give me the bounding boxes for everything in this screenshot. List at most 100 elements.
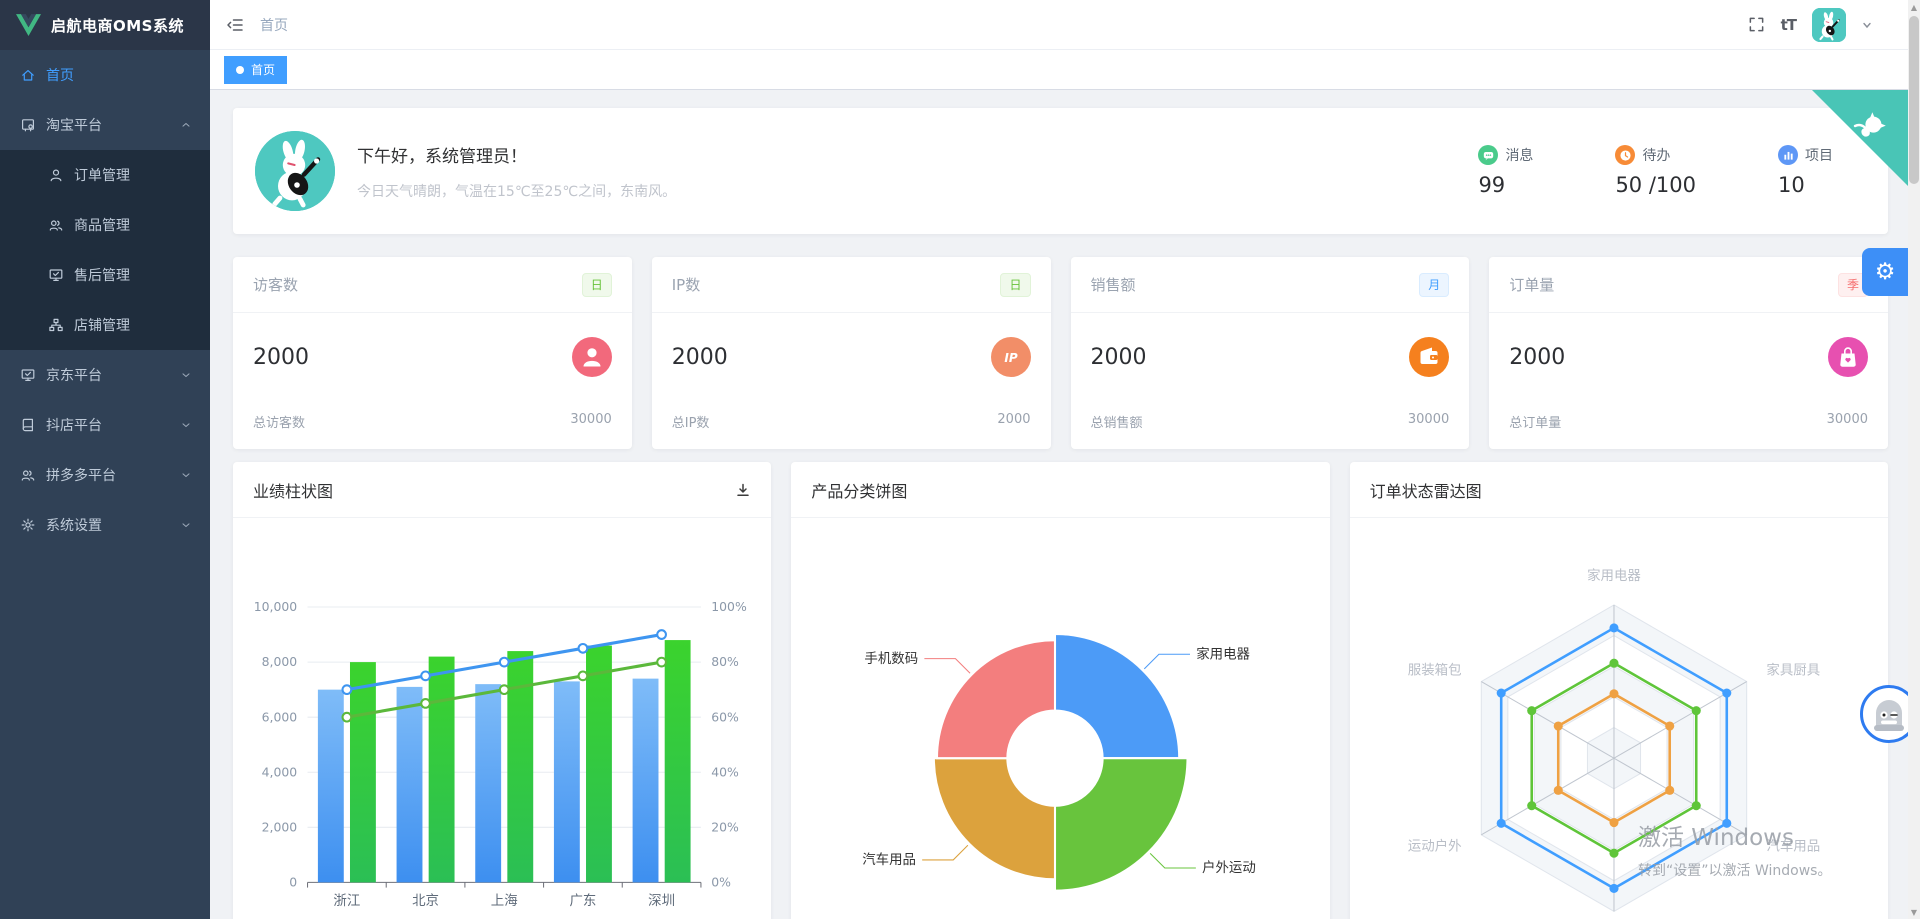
- stat-card-1: IP数 日 2000 IP 总IP数 2000: [651, 257, 1051, 449]
- chevron-down-icon: [180, 519, 192, 531]
- svg-text:20%: 20%: [711, 819, 739, 834]
- period-badge: 日: [581, 272, 612, 297]
- stat-card-header: 订单量季: [1489, 257, 1888, 313]
- stat-card-label: 销售额: [1090, 276, 1136, 294]
- svg-text:100%: 100%: [711, 599, 747, 614]
- radar-chart: 家用电器家具厨具汽车用品手机数码运动户外服装箱包: [1350, 518, 1888, 919]
- sidebar-item-group-1[interactable]: 淘宝平台: [0, 100, 210, 150]
- sidebar: 启航电商OMS系统 首页淘宝平台订单管理 商品管理 售后管理店铺管理京东平台 抖店平台…: [0, 0, 210, 919]
- stat-card-value: 2000: [1509, 344, 1566, 370]
- page-content: 下午好，系统管理员！ 今日天气晴朗，气温在15℃至25℃之间，东南风。 消息 99…: [210, 90, 1920, 919]
- svg-text:上海: 上海: [491, 893, 518, 909]
- svg-text:服装箱包: 服装箱包: [1407, 662, 1461, 678]
- system-settings-icon: [20, 517, 36, 533]
- stat-card-label: 订单量: [1509, 276, 1555, 294]
- sidebar-menu: 首页淘宝平台订单管理 商品管理 售后管理店铺管理京东平台 抖店平台 拼多多平台系统设置: [0, 50, 210, 550]
- sidebar-item-group-4[interactable]: 拼多多平台: [0, 450, 210, 500]
- pie-chart-header: 产品分类饼图: [791, 462, 1330, 518]
- chevron-down-icon: [180, 419, 192, 431]
- visitor-person-icon: [571, 337, 612, 377]
- svg-text:汽车用品: 汽车用品: [1766, 837, 1820, 854]
- chevron-up-icon: [180, 119, 192, 131]
- svg-text:运动户外: 运动户外: [1407, 837, 1461, 854]
- user-avatar[interactable]: [1812, 7, 1846, 42]
- tab-label: 首页: [251, 63, 276, 77]
- stat-card-value: 2000: [253, 344, 309, 370]
- tab-home[interactable]: 首页: [224, 55, 288, 84]
- quick-stat-2: 项目 10: [1778, 145, 1833, 197]
- radar-chart-card: 订单状态雷达图 家用电器家具厨具汽车用品手机数码运动户外服装箱包: [1349, 462, 1888, 919]
- svg-text:0%: 0%: [711, 875, 731, 890]
- stat-card-footer-value: 30000: [570, 412, 612, 427]
- breadcrumb-home[interactable]: 首页: [260, 17, 288, 34]
- stat-card-value: 2000: [671, 344, 728, 370]
- sidebar-item-label: 淘宝平台: [46, 118, 102, 134]
- taobao-platform-icon: [20, 117, 36, 133]
- scrollbar-down-arrow[interactable]: ▼: [1910, 907, 1918, 917]
- bar-chart: 0 0% 2,000 20% 4,000 40% 6,000 60% 8,000 80% 10,00…: [233, 518, 771, 919]
- wallet-icon: [1409, 337, 1450, 377]
- svg-text:0: 0: [289, 875, 297, 890]
- ip-text-icon: IP: [990, 337, 1031, 377]
- font-size-icon[interactable]: tT: [1780, 15, 1797, 34]
- fullscreen-icon[interactable]: [1748, 16, 1765, 33]
- svg-text:10,000: 10,000: [254, 599, 298, 614]
- sidebar-item-label: 首页: [46, 68, 74, 84]
- stat-card-footer-label: 总销售额: [1090, 416, 1143, 431]
- sidebar-item-group-2[interactable]: 京东平台: [0, 350, 210, 400]
- tab-bar: 首页: [210, 50, 1920, 90]
- bar-chart-icon: [1778, 145, 1798, 165]
- stat-card-footer-label: 总订单量: [1509, 416, 1562, 431]
- bar-chart-header: 业绩柱状图: [233, 462, 772, 518]
- douyin-book-icon: [20, 417, 36, 433]
- svg-text:2,000: 2,000: [262, 819, 298, 834]
- message-icon: [1478, 145, 1499, 165]
- logo[interactable]: 启航电商OMS系统: [0, 0, 210, 50]
- order-user-icon: [48, 167, 64, 183]
- quick-stat-label: 项目: [1805, 148, 1833, 164]
- stat-card-footer-label: 总访客数: [253, 416, 306, 431]
- sidebar-subitem-1-1[interactable]: 商品管理: [0, 200, 210, 250]
- sidebar-subitem-1-0[interactable]: 订单管理: [0, 150, 210, 200]
- pie-chart-card: 产品分类饼图 家用电器 户外运动 汽车用品 手机数码: [791, 462, 1330, 919]
- sidebar-item-home[interactable]: 首页: [0, 50, 210, 100]
- stat-card-label: 访客数: [253, 276, 299, 294]
- stat-card-value: 2000: [1090, 344, 1147, 370]
- github-corner-ribbon[interactable]: [1812, 90, 1908, 190]
- gear-icon: ⚙: [1874, 259, 1896, 285]
- sidebar-subitem-1-2[interactable]: 售后管理: [0, 250, 210, 300]
- chevron-down-icon: [180, 369, 192, 381]
- sidebar-item-group-5[interactable]: 系统设置: [0, 500, 210, 550]
- period-badge: 月: [1419, 272, 1450, 297]
- svg-text:80%: 80%: [711, 654, 739, 669]
- settings-drawer-button[interactable]: ⚙: [1862, 248, 1908, 296]
- sidebar-subitem-1-3[interactable]: 店铺管理: [0, 300, 210, 350]
- sidebar-fold-icon[interactable]: [226, 16, 244, 34]
- quick-stat-head: 项目: [1778, 145, 1833, 165]
- stat-card-3: 订单量季 2000 总订单量 30000: [1489, 257, 1888, 449]
- quick-stat-value: 50 /100: [1615, 173, 1696, 197]
- stat-card-footer-value: 30000: [1826, 412, 1868, 427]
- download-icon[interactable]: [735, 482, 751, 498]
- quick-stat-head: 消息: [1478, 145, 1533, 165]
- stat-card-2: 销售额 月 2000 总销售额 30000: [1070, 257, 1470, 449]
- quick-stat-value: 10: [1778, 173, 1805, 197]
- caret-down-icon[interactable]: [1862, 20, 1872, 30]
- stat-card-footer-value: 30000: [1407, 412, 1450, 427]
- scrollbar-up-arrow[interactable]: ▲: [1910, 2, 1918, 12]
- sidebar-subitem-label: 店铺管理: [74, 318, 130, 334]
- scrollbar-thumb[interactable]: [1909, 16, 1919, 184]
- sidebar-item-group-3[interactable]: 抖店平台: [0, 400, 210, 450]
- welcome-text: 下午好，系统管理员！ 今日天气晴朗，气温在15℃至25℃之间，东南风。: [357, 142, 676, 201]
- page-scrollbar[interactable]: ▲ ▼: [1908, 0, 1920, 919]
- svg-text:4,000: 4,000: [262, 764, 298, 779]
- sidebar-item-label: 系统设置: [46, 518, 102, 534]
- pie-chart: 家用电器 户外运动 汽车用品 手机数码: [791, 518, 1329, 919]
- stat-card-footer-value: 2000: [997, 412, 1031, 427]
- quick-stat-value: 99: [1478, 173, 1506, 197]
- period-badge: 日: [1000, 272, 1031, 297]
- main-area: 首页 tT: [210, 0, 1920, 919]
- welcome-greeting: 下午好，系统管理员！: [357, 146, 527, 167]
- stat-card-main: 2000: [1489, 313, 1888, 377]
